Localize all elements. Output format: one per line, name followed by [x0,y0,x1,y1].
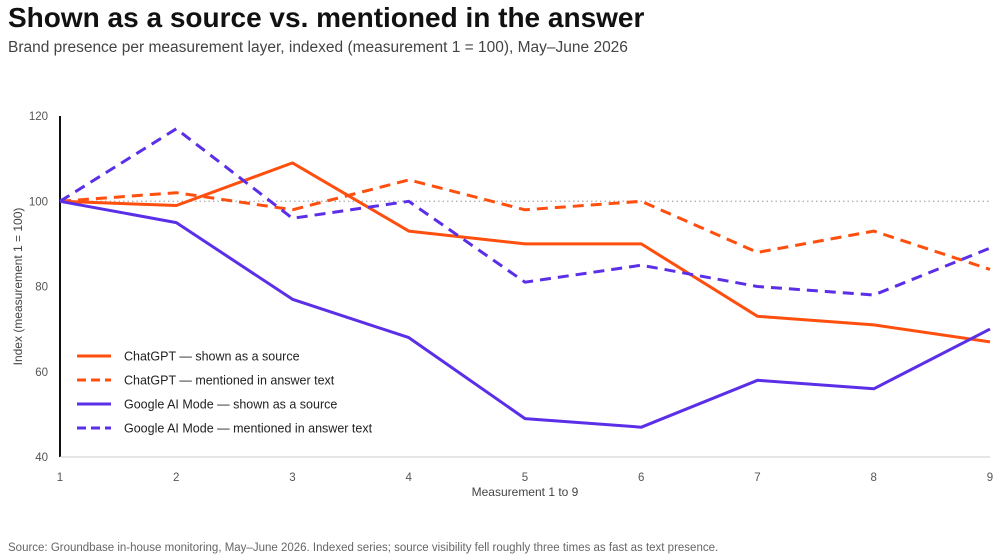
x-tick-label: 9 [987,472,993,484]
axes: 40 60 80 100 120 1 2 3 4 5 6 7 8 9 Measurement 1 to 9 I… [11,111,993,499]
legend: ChatGPT — shown as a source ChatGPT — men… [77,350,373,436]
legend-label-1: ChatGPT — shown as a source [124,350,300,364]
legend-label-4: Google AI Mode — mentioned in answer tex… [124,422,373,436]
y-tick-label: 120 [29,111,48,123]
series-line-1 [59,161,991,344]
y-tick-label: 60 [35,367,48,379]
series-layer [59,127,991,429]
x-tick-label: 2 [173,472,179,484]
series-line-2 [59,178,991,271]
legend-label-2: ChatGPT — mentioned in answer text [124,374,335,388]
x-tick-label: 3 [289,472,295,484]
legend-label-3: Google AI Mode — shown as a source [124,398,337,412]
x-tick-label: 8 [871,472,877,484]
y-tick-label: 100 [29,196,48,208]
x-tick-label: 7 [754,472,760,484]
x-tick-label: 4 [406,472,413,484]
y-tick-label: 40 [35,452,48,464]
x-tick-label: 1 [57,472,63,484]
series-line-3 [59,199,991,429]
y-axis-title: Index (measurement 1 = 100) [11,208,25,366]
source-note: Source: Groundbase in-house monitoring, … [8,542,719,554]
x-tick-label: 6 [638,472,644,484]
series-line-4 [59,127,991,297]
chart-subtitle: Brand presence per measurement layer, in… [8,39,628,56]
x-axis-title: Measurement 1 to 9 [472,485,579,499]
y-tick-label: 80 [35,282,48,294]
chart-title: Shown as a source vs. mentioned in the a… [8,2,645,33]
x-tick-label: 5 [522,472,528,484]
